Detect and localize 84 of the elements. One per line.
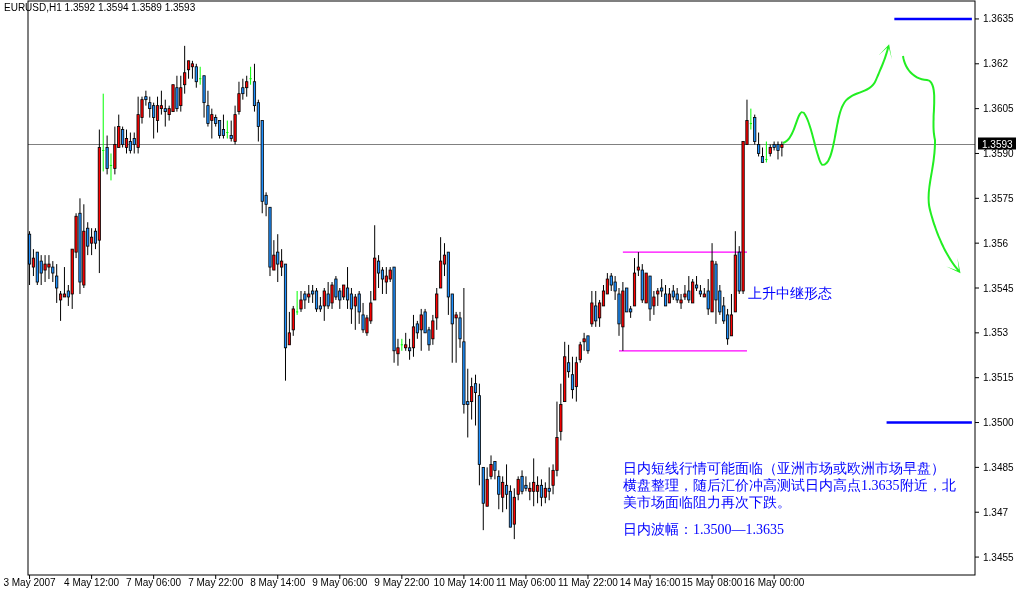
y-tick-label: 1.356 — [983, 237, 1009, 249]
candlestick — [109, 152, 113, 181]
y-tick-label: 1.3545 — [983, 282, 1015, 294]
candlestick — [291, 305, 295, 337]
y-tick-label: 1.3485 — [983, 461, 1015, 473]
candlestick — [295, 290, 299, 316]
candlestick — [43, 254, 47, 283]
x-tick-label: 11 May 22:00 — [558, 577, 619, 588]
candlestick — [384, 266, 388, 295]
x-tick-label: 4 May 12:00 — [64, 577, 120, 588]
annotation: 日内短线行情可能面临（亚洲市场或欧洲市场早盘）横盘整理，随后汇价冲高测试日内高点1.3635附近，北美市场面临阻力再次下跌。 — [623, 460, 957, 511]
candlestick — [547, 466, 551, 501]
candlestick — [276, 233, 280, 283]
y-tick-label: 1.347 — [983, 506, 1009, 518]
candlestick — [473, 374, 478, 427]
candlestick — [570, 356, 575, 400]
ref-line-label: 1.3593 — [982, 138, 1014, 150]
y-tick-label: 1.3635 — [983, 13, 1015, 25]
candlestick — [245, 75, 249, 98]
x-tick-label: 11 May 06:00 — [496, 577, 557, 588]
x-tick-label: 10 May 14:00 — [433, 577, 495, 588]
candlestick — [749, 108, 753, 131]
y-tick-label: 1.3515 — [983, 372, 1015, 384]
candlestick — [532, 457, 536, 507]
y-tick-label: 1.3590 — [983, 147, 1015, 159]
candlestick — [155, 96, 160, 134]
candlestick — [248, 66, 253, 86]
x-tick-label: 7 May 06:00 — [126, 577, 182, 588]
x-tick-label: 8 May 14:00 — [250, 577, 306, 588]
candlestick — [225, 120, 229, 140]
candlestick — [726, 308, 730, 346]
x-tick-label: 16 May 00:00 — [743, 577, 805, 588]
candlestick — [776, 141, 780, 160]
x-tick-label: 7 May 22:00 — [188, 577, 244, 588]
candlestick — [419, 308, 423, 352]
y-tick-label: 1.3605 — [983, 103, 1015, 115]
candlestick — [322, 287, 326, 322]
candlestick — [90, 227, 94, 256]
y-tick-label: 1.362 — [983, 58, 1009, 70]
y-tick-label: 1.3500 — [983, 417, 1015, 429]
x-tick-label: 3 May 2007 — [3, 577, 57, 588]
candlestick — [152, 102, 156, 140]
candlestick — [489, 454, 493, 480]
candlestick — [39, 254, 43, 286]
candlestick — [590, 290, 594, 328]
candlestick — [400, 338, 404, 352]
candlestick — [536, 475, 540, 504]
candlestick — [594, 290, 598, 328]
candlestick — [501, 475, 505, 513]
candlestick — [326, 281, 330, 310]
candlestick — [101, 93, 105, 172]
candlestick — [353, 293, 357, 331]
candlestick — [55, 263, 59, 304]
candlestick — [113, 126, 117, 175]
candlestick — [539, 478, 544, 507]
y-tick-label: 1.353 — [983, 327, 1009, 339]
candlestick — [194, 63, 198, 89]
candlestick — [729, 293, 734, 337]
x-tick-label: 9 May 06:00 — [312, 577, 368, 588]
candlestick — [47, 254, 51, 280]
candlestick — [121, 126, 125, 148]
candlestick — [543, 481, 547, 504]
candlestick — [175, 75, 179, 113]
y-tick-label: 1.3455 — [983, 551, 1015, 563]
candlestick — [780, 141, 784, 157]
candlestick — [299, 290, 303, 313]
candlestick — [198, 66, 202, 86]
candlestick — [691, 278, 695, 304]
x-tick-label: 14 May 16:00 — [619, 577, 681, 588]
candlestick — [128, 132, 132, 154]
candlestick — [470, 377, 474, 421]
candlestick — [124, 129, 129, 154]
x-tick-label: 9 May 22:00 — [374, 577, 430, 588]
candlestick — [210, 108, 214, 140]
annotation: 上升中继形态 — [748, 285, 833, 302]
chart-title: EURUSD,H1 1.3592 1.3594 1.3589 1.3593 — [4, 2, 196, 13]
candlestick — [105, 135, 109, 175]
candlestick — [687, 275, 691, 304]
y-tick-label: 1.3575 — [983, 192, 1015, 204]
annotation: 日内波幅：1.3500—1.3635 — [623, 521, 785, 538]
candlestick — [349, 287, 353, 325]
x-tick-label: 15 May 08:00 — [681, 577, 743, 588]
candlestick — [59, 290, 63, 322]
candlestick — [62, 266, 67, 298]
